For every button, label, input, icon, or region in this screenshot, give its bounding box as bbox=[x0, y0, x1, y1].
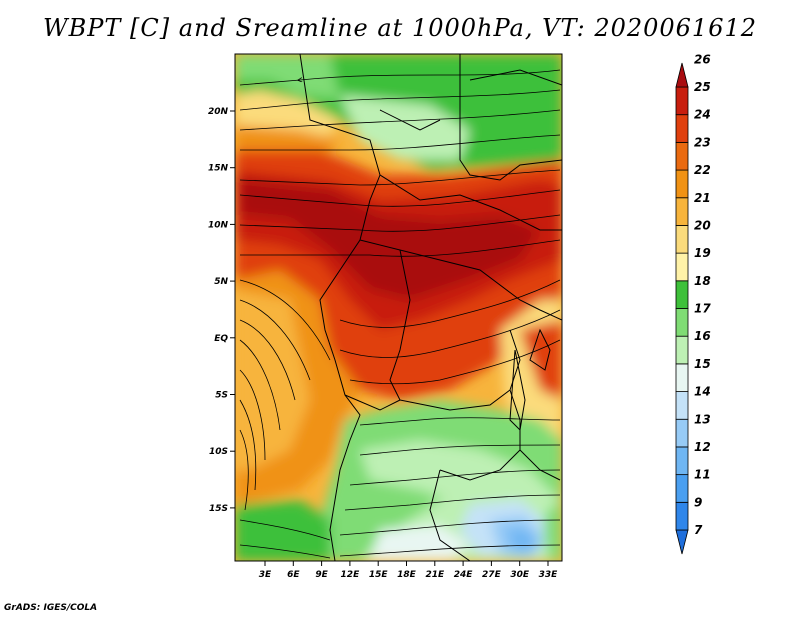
colorbar-segment bbox=[675, 280, 689, 309]
lon-tick-label: 30E bbox=[510, 570, 530, 580]
colorbar-upper-arrow bbox=[675, 62, 689, 88]
lon-tick-label: 18E bbox=[397, 570, 417, 580]
colorbar-segment bbox=[675, 335, 689, 365]
lat-tick-label: 15S bbox=[209, 504, 228, 514]
colorbar-segment bbox=[675, 391, 689, 420]
colorbar-segment bbox=[675, 308, 689, 337]
lat-tick-label: 5S bbox=[215, 391, 228, 401]
country-borders bbox=[299, 54, 562, 561]
lon-tick-label: 3E bbox=[259, 570, 272, 580]
lon-tick-label: 9E bbox=[315, 570, 328, 580]
colorbar-segment bbox=[675, 114, 689, 143]
streamlines bbox=[239, 69, 561, 559]
colorbar-label: 16 bbox=[694, 329, 711, 343]
colorbar-label: 12 bbox=[694, 440, 711, 454]
colorbar-segment bbox=[675, 197, 689, 226]
lat-tick-label: 10N bbox=[208, 220, 229, 230]
colorbar-label: 19 bbox=[694, 246, 711, 260]
lat-tick-label: 10S bbox=[209, 447, 228, 457]
colorbar-label: 18 bbox=[694, 274, 711, 288]
colorbar-label: 14 bbox=[694, 385, 711, 399]
colorbar-label: 7 bbox=[694, 523, 703, 537]
lon-tick-label: 24E bbox=[454, 570, 474, 580]
colorbar-label: 24 bbox=[694, 108, 711, 122]
colorbar-segment bbox=[675, 252, 689, 282]
colorbar-label: 26 bbox=[694, 52, 711, 66]
colorbar-lower-arrow bbox=[675, 529, 689, 555]
lon-tick-label: 27E bbox=[482, 570, 502, 580]
colorbar-segment bbox=[675, 446, 689, 476]
lon-tick-label: 21E bbox=[425, 570, 445, 580]
colorbar-label: 15 bbox=[694, 357, 711, 371]
colorbar-segment bbox=[675, 169, 689, 199]
colorbar: 7 9 11 12 13 14 15 16 17 18 19 20 21 22 23 24 25 26 bbox=[675, 52, 711, 555]
lat-tick-label: EQ bbox=[214, 334, 228, 344]
lat-tick-label: 5N bbox=[214, 277, 228, 287]
wbpt-shading bbox=[235, 54, 562, 561]
colorbar-label: 25 bbox=[694, 80, 711, 94]
colorbar-label: 13 bbox=[694, 412, 711, 426]
map-frame bbox=[234, 53, 563, 562]
lon-tick-label: 33E bbox=[539, 570, 559, 580]
colorbar-segment bbox=[675, 418, 689, 448]
lat-tick-label: 20N bbox=[208, 107, 229, 117]
colorbar-label: 21 bbox=[694, 191, 711, 205]
colorbar-label: 9 bbox=[694, 495, 702, 509]
grads-credit: GrADS: IGES/COLA bbox=[4, 603, 98, 613]
map-title: WBPT [C] and Sreamline at 1000hPa, VT: 2… bbox=[42, 14, 758, 42]
colorbar-segment bbox=[675, 363, 689, 392]
colorbar-segment bbox=[675, 86, 689, 116]
lon-tick-label: 6E bbox=[287, 570, 300, 580]
colorbar-segment bbox=[675, 225, 689, 254]
colorbar-segment bbox=[675, 501, 689, 531]
colorbar-label: 22 bbox=[694, 163, 711, 177]
colorbar-segment bbox=[675, 474, 689, 503]
lon-tick-label: 12E bbox=[341, 570, 361, 580]
latitude-axis: 20N 15N 10N 5N EQ 5S 10S 15S bbox=[208, 107, 235, 514]
longitude-axis: 3E 6E 9E 12E 15E 18E 21E 24E 27E 30E 33E bbox=[259, 561, 558, 580]
lat-tick-label: 15N bbox=[208, 164, 229, 174]
colorbar-label: 17 bbox=[694, 302, 711, 316]
colorbar-label: 23 bbox=[694, 135, 711, 149]
colorbar-label: 20 bbox=[694, 218, 711, 232]
colorbar-segment bbox=[675, 141, 689, 171]
colorbar-label: 11 bbox=[694, 468, 711, 482]
lon-tick-label: 15E bbox=[369, 570, 389, 580]
